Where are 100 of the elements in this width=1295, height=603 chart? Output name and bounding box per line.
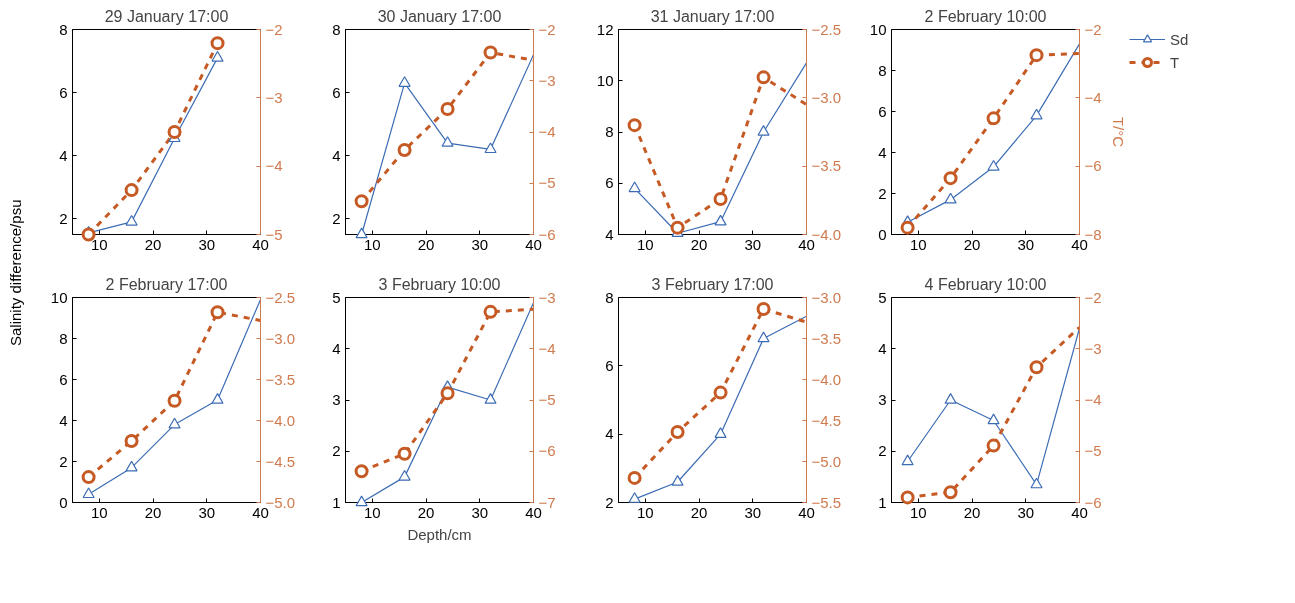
y-tick-label: 2 <box>332 209 341 227</box>
y-tick-label: 4 <box>332 339 341 357</box>
y2-tick-label: −4.5 <box>811 411 842 429</box>
x-tick-label: 40 <box>252 235 269 253</box>
y2-tick-label: −2 <box>265 20 283 38</box>
x-tick-label: 40 <box>525 235 542 253</box>
y2-tick-label: −2.5 <box>811 20 842 38</box>
x-tick-label: 30 <box>198 235 216 253</box>
chart-title: 4 February 10:00 <box>924 275 1047 293</box>
y-tick-label: 2 <box>332 442 341 460</box>
y2-tick-label: −3.0 <box>811 88 842 106</box>
y2-tick-label: −4 <box>1084 391 1102 408</box>
y-tick-label: 8 <box>605 288 614 306</box>
y2-tick-label: −4.0 <box>811 370 842 388</box>
y2-tick-label: −2 <box>538 20 556 38</box>
y2-tick-label: −5 <box>538 174 556 192</box>
legend-label: T <box>1170 53 1181 71</box>
y-tick-label: 4 <box>605 225 614 243</box>
x-tick-label: 10 <box>637 503 654 521</box>
y2-tick-label: −4 <box>265 157 283 175</box>
x-tick-label: 30 <box>471 503 489 521</box>
y-tick-label: 2 <box>878 442 887 460</box>
x-tick-label: 30 <box>198 503 216 521</box>
y-tick-label: 2 <box>605 493 614 511</box>
legend-label: Sd <box>1170 30 1190 48</box>
x-tick-label: 40 <box>798 503 815 521</box>
y2-tick-label: −6 <box>538 442 556 460</box>
chart-title: 3 February 17:00 <box>651 275 774 293</box>
x-axis-title: Depth/cm <box>407 525 472 543</box>
x-tick-label: 10 <box>637 235 654 253</box>
y2-tick-label: −4.5 <box>265 452 296 470</box>
y2-tick-label: −3 <box>265 88 283 106</box>
y-tick-label: 4 <box>332 146 341 164</box>
y2-tick-label: −4 <box>538 123 556 140</box>
y2-tick-label: −2.5 <box>265 288 296 306</box>
x-tick-label: 20 <box>417 503 435 521</box>
y2-tick-label: −2 <box>1084 288 1102 306</box>
x-tick-label: 20 <box>963 503 981 521</box>
y-tick-label: 8 <box>59 20 68 38</box>
y2-tick-label: −2 <box>1084 20 1102 38</box>
y-tick-label: 10 <box>50 288 68 306</box>
y-tick-label: 6 <box>59 83 68 101</box>
y-tick-label: 6 <box>605 174 614 192</box>
y-tick-label: 4 <box>59 411 68 429</box>
y-tick-label: 2 <box>59 452 68 470</box>
chart-title: 2 February 10:00 <box>924 7 1047 25</box>
x-tick-label: 20 <box>690 503 708 521</box>
y-tick-label: 5 <box>332 288 341 306</box>
x-tick-label: 20 <box>963 235 981 253</box>
y-tick-label: 8 <box>878 61 887 79</box>
y2-tick-label: −3.5 <box>265 370 296 388</box>
y2-tick-label: −5 <box>1084 442 1102 460</box>
y2-tick-label: −3.0 <box>811 288 842 306</box>
y-tick-label: 4 <box>878 143 887 161</box>
x-tick-label: 30 <box>471 235 489 253</box>
y-tick-label: 10 <box>869 20 887 38</box>
x-tick-label: 10 <box>364 503 381 521</box>
y-tick-label: 8 <box>332 20 341 38</box>
y-tick-label: 0 <box>878 225 887 243</box>
x-tick-label: 20 <box>417 235 435 253</box>
y2-tick-label: −3.5 <box>811 157 842 175</box>
x-tick-label: 30 <box>744 503 762 521</box>
x-tick-label: 30 <box>744 235 762 253</box>
y-tick-label: 0 <box>59 493 68 511</box>
y2-tick-label: −3 <box>538 288 556 306</box>
y2-tick-label: −3 <box>1084 339 1102 357</box>
y-tick-label: 2 <box>878 184 887 202</box>
x-tick-label: 40 <box>1071 503 1088 521</box>
y-tick-label: 6 <box>59 370 68 388</box>
y-tick-label: 4 <box>605 425 614 443</box>
y-tick-label: 1 <box>332 493 341 511</box>
y2-tick-label: −3.0 <box>265 329 296 347</box>
y2-tick-label: −6 <box>1084 157 1102 175</box>
x-tick-label: 10 <box>910 235 927 253</box>
y-tick-label: 2 <box>59 209 68 227</box>
y-tick-label: 5 <box>878 288 887 306</box>
y2-tick-label: −4 <box>538 339 556 357</box>
y2-tick-label: −5.0 <box>811 452 842 470</box>
chart-title: 29 January 17:00 <box>104 7 229 25</box>
x-tick-label: 40 <box>798 235 815 253</box>
x-tick-label: 20 <box>144 503 162 521</box>
y2-tick-label: −3 <box>538 71 556 89</box>
y2-tick-label: −4 <box>1084 88 1102 106</box>
chart-title: 31 January 17:00 <box>650 7 775 25</box>
y-tick-label: 6 <box>878 102 887 120</box>
y2-axis-title: T/°C <box>1109 116 1127 148</box>
chart-title: 3 February 10:00 <box>378 275 501 293</box>
x-tick-label: 30 <box>1017 235 1035 253</box>
x-tick-label: 40 <box>252 503 269 521</box>
y2-tick-label: −5 <box>538 391 556 408</box>
y-tick-label: 12 <box>596 20 614 38</box>
y-tick-label: 1 <box>878 493 887 511</box>
y-axis-title: Salinity difference/psu <box>6 199 26 347</box>
x-tick-label: 30 <box>1017 503 1035 521</box>
x-tick-label: 40 <box>525 503 542 521</box>
y-tick-label: 3 <box>332 391 341 408</box>
y-tick-label: 6 <box>332 83 341 101</box>
y-tick-label: 3 <box>878 391 887 408</box>
chart-title: 30 January 17:00 <box>377 7 502 25</box>
y2-tick-label: −3.5 <box>811 329 842 347</box>
